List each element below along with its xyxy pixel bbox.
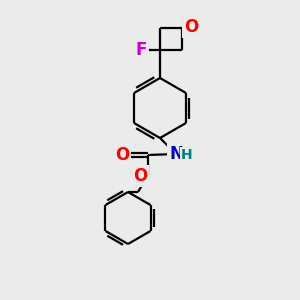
- Text: N: N: [169, 145, 183, 163]
- Text: O: O: [133, 167, 147, 185]
- Text: O: O: [115, 146, 129, 164]
- Text: H: H: [181, 148, 193, 162]
- Text: O: O: [184, 18, 198, 36]
- Text: F: F: [135, 41, 147, 59]
